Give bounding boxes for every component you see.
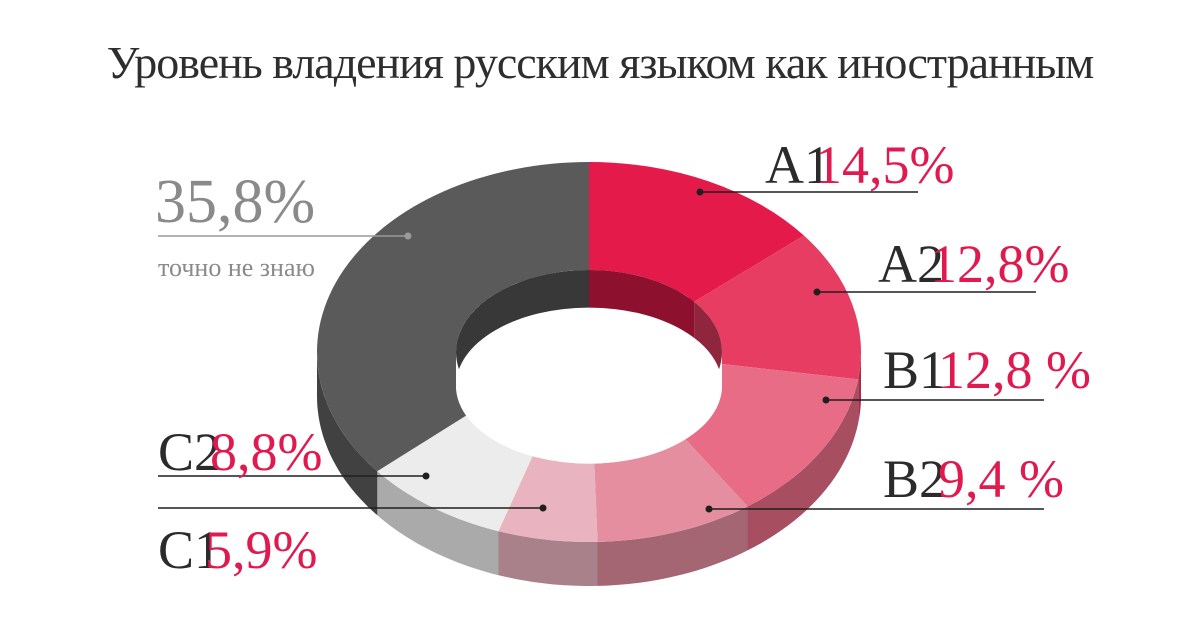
leader-dot-5 — [422, 472, 430, 480]
leader-dot-3 — [705, 505, 713, 513]
slice-side-5 — [377, 471, 499, 576]
note-label-unknown: точно не знаю — [158, 253, 315, 282]
slice-side-6 — [317, 352, 378, 516]
slice-side-2 — [747, 379, 859, 551]
label-b2: B2 9,4 % — [883, 449, 1064, 509]
percent-label-a1: 14,5% — [815, 135, 954, 195]
donut-chart — [316, 162, 862, 586]
label-b1: B1 12,8 % — [883, 340, 1091, 400]
leader-dot-1 — [813, 288, 821, 296]
label-leaders — [158, 188, 1044, 513]
leader-dot-2 — [822, 396, 830, 404]
level-label-a1: A1 — [765, 135, 831, 195]
slice-top-1 — [694, 235, 862, 380]
percent-label-b1: 12,8 % — [938, 340, 1091, 400]
slice-inner-6-1 — [456, 270, 589, 392]
slice-side-3 — [597, 506, 748, 586]
chart-title: Уровень владения русским языком как инос… — [107, 37, 1094, 88]
level-label-c1: C1 — [158, 520, 221, 580]
slice-inner-1-0 — [694, 301, 722, 392]
level-label-b2: B2 — [883, 449, 946, 509]
percent-label-b2: 9,4 % — [938, 449, 1064, 509]
leader-dot-6 — [404, 232, 412, 240]
percent-label-unknown: 35,8% — [155, 168, 315, 236]
percent-label-c2: 8,8% — [210, 422, 322, 482]
label-a1: A1 14,5% — [765, 135, 954, 195]
percent-label-a2: 12,8% — [930, 234, 1069, 294]
level-label-c2: C2 — [158, 422, 221, 482]
level-label-a2: A2 — [878, 234, 944, 294]
leader-dot-0 — [696, 188, 704, 196]
label-a2: A2 12,8% — [878, 234, 1069, 294]
level-label-b1: B1 — [883, 340, 946, 400]
donut-hole-front — [456, 352, 722, 464]
leader-dot-4 — [539, 504, 547, 512]
slice-side-1 — [858, 352, 861, 424]
percent-label-c1: 5,9% — [205, 520, 317, 580]
slice-top-6 — [316, 162, 589, 472]
label-unknown: 35,8% точно не знаю — [155, 168, 315, 282]
slice-side-4 — [498, 531, 598, 586]
slice-top-0 — [589, 162, 804, 302]
label-c2: C2 8,8% — [158, 422, 322, 482]
label-c1: C1 5,9% — [158, 520, 317, 580]
